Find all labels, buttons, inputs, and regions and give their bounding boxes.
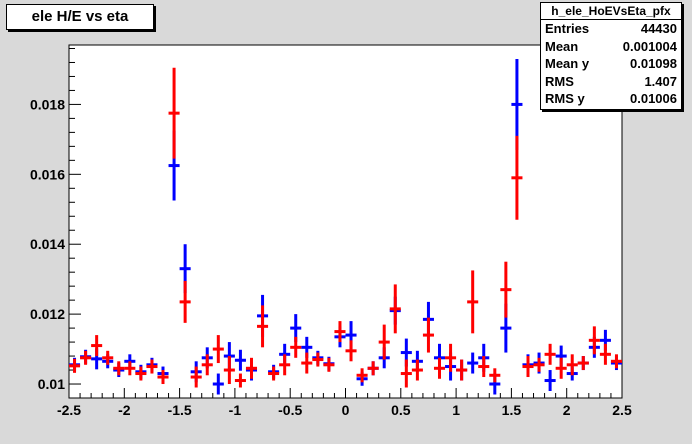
data-point — [234, 373, 246, 388]
stats-row: Mean y 0.01098 — [541, 55, 681, 73]
data-point — [445, 343, 457, 372]
data-point — [456, 359, 468, 381]
stats-label: RMS y — [545, 91, 585, 106]
data-point — [522, 356, 534, 378]
data-point — [290, 336, 302, 358]
stats-row: RMS 1.407 — [541, 73, 681, 91]
data-point — [124, 361, 136, 376]
stats-label: RMS — [545, 73, 574, 89]
data-point — [312, 352, 324, 367]
stats-row: RMS y 0.01006 — [541, 90, 681, 108]
data-point — [511, 58, 523, 150]
data-point — [467, 270, 479, 334]
data-point — [433, 357, 446, 379]
stats-label: Mean y — [545, 56, 590, 71]
y-tick-labels: 0.01 0.012 0.014 0.016 0.018 — [30, 96, 65, 392]
stats-label: Entries — [545, 21, 590, 36]
data-point — [80, 350, 92, 365]
y-tick-label: 0.014 — [30, 236, 65, 252]
plot-frame — [68, 44, 623, 399]
data-point — [301, 352, 313, 374]
data-point — [212, 335, 224, 364]
data-point — [179, 280, 191, 323]
data-point — [168, 67, 180, 159]
x-tick-label: -2 — [118, 402, 131, 418]
x-tick-label: 2.5 — [612, 402, 632, 418]
data-point — [190, 366, 202, 388]
data-point — [610, 354, 622, 369]
data-point — [500, 261, 512, 318]
data-point — [467, 352, 479, 374]
data-point — [157, 370, 169, 385]
y-tick-label: 0.016 — [30, 166, 65, 182]
x-tick-label: -2.5 — [57, 402, 81, 418]
data-point — [588, 326, 600, 355]
data-point — [555, 357, 567, 379]
data-point — [234, 349, 246, 371]
stats-value: 44430 — [640, 21, 677, 36]
stats-value: 0.01098 — [630, 56, 677, 71]
data-point — [135, 366, 147, 381]
data-point — [268, 366, 280, 381]
stats-value: 0.01006 — [630, 91, 677, 106]
x-tick-label: 1.5 — [502, 402, 522, 418]
data-point — [422, 317, 434, 353]
x-tick-label: 1 — [452, 402, 460, 418]
y-tick-label: 0.012 — [30, 306, 65, 322]
data-point — [478, 356, 490, 378]
data-point — [279, 354, 291, 376]
chart-title: ele H/E vs eta — [6, 4, 154, 30]
stats-label: Mean — [545, 38, 579, 54]
data-point — [411, 359, 423, 381]
data-point — [489, 368, 501, 383]
data-point — [544, 343, 556, 365]
data-point — [113, 361, 125, 376]
data-point — [356, 368, 368, 383]
data-point — [201, 354, 213, 376]
data-point — [257, 305, 269, 348]
y-tick-label: 0.018 — [30, 96, 65, 112]
stats-title: h_ele_HoEVsEta_pfx — [541, 3, 681, 20]
data-point — [212, 373, 224, 395]
stats-row: Entries 44430 — [541, 20, 681, 38]
data-point — [146, 359, 158, 374]
data-point — [389, 284, 401, 334]
data-point — [533, 357, 545, 372]
data-point — [69, 358, 81, 373]
data-point — [400, 359, 412, 388]
axis-ticks — [68, 47, 623, 399]
x-tick-label: -0.5 — [278, 402, 302, 418]
data-point — [323, 357, 335, 372]
stats-value: 1.407 — [644, 73, 677, 89]
stats-value: 0.001004 — [622, 38, 677, 54]
x-tick-label: 2 — [563, 402, 571, 418]
x-tick-labels: -2.5 -2 -1.5 -1 -0.5 0 0.5 1 1.5 2 2.5 — [57, 402, 632, 418]
data-point — [511, 135, 523, 220]
y-tick-label: 0.01 — [38, 376, 65, 392]
data-point — [544, 370, 556, 392]
x-tick-label: 0 — [342, 402, 350, 418]
data-points — [69, 58, 622, 395]
stats-box: h_ele_HoEVsEta_pfx Entries 44430 Mean 0.… — [540, 2, 682, 110]
data-point — [245, 357, 258, 379]
data-point — [566, 354, 578, 376]
data-point — [378, 324, 390, 360]
data-point — [102, 350, 114, 365]
stats-row: Mean 0.001004 — [541, 38, 681, 56]
data-point — [599, 343, 611, 365]
data-point — [91, 335, 103, 357]
data-point — [367, 361, 379, 376]
data-point — [223, 356, 235, 385]
data-point — [577, 356, 589, 371]
data-point — [345, 340, 357, 362]
data-point — [334, 321, 346, 343]
x-tick-label: -1.5 — [168, 402, 192, 418]
x-tick-label: -1 — [229, 402, 242, 418]
x-tick-label: 0.5 — [391, 402, 411, 418]
